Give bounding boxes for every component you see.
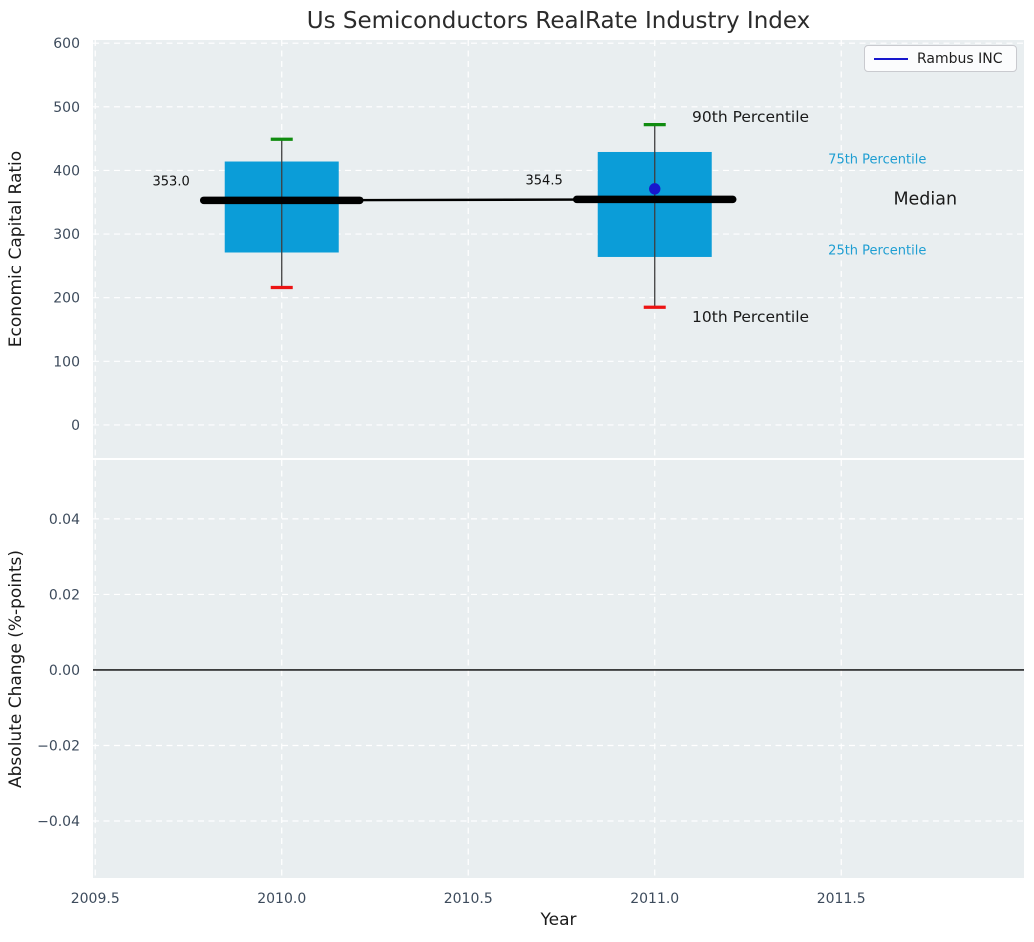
x-tick-label: 2011.0 [630,891,679,907]
legend-line-swatch [874,57,908,60]
annotation: 75th Percentile [828,153,926,168]
y-tick-label: 100 [53,354,80,370]
legend-label: Rambus INC [917,50,1003,67]
y-tick-label: 200 [53,291,80,307]
chart-title: Us Semiconductors RealRate Industry Inde… [306,8,811,34]
x-tick-label: 2010.0 [257,891,306,907]
x-tick-label: 2009.5 [71,891,120,907]
y-tick-label: 0 [71,418,80,434]
plot-background-bottom [93,460,1024,878]
x-axis-label: Year [540,910,577,930]
annotation: 90th Percentile [692,108,809,126]
y-tick-label: 400 [53,163,80,179]
median-value-label: 354.5 [526,173,563,188]
x-tick-label: 2011.5 [817,891,866,907]
x-tick-label: 2010.5 [444,891,493,907]
y-tick-label: −0.04 [37,814,80,830]
y-tick-label: 500 [53,100,80,116]
annotation: 25th Percentile [828,244,926,259]
y-tick-label: 0.04 [49,512,80,528]
annotation: 10th Percentile [692,308,809,326]
y-tick-label: −0.02 [37,738,80,754]
y-tick-label: 0.00 [49,663,80,679]
legend: Rambus INC [864,45,1017,72]
y-tick-label: 600 [53,36,80,52]
y-tick-label: 0.02 [49,587,80,603]
annotation: Median [893,190,957,210]
company-point [649,183,661,195]
y-tick-label: 300 [53,227,80,243]
median-value-label: 353.0 [153,174,190,189]
